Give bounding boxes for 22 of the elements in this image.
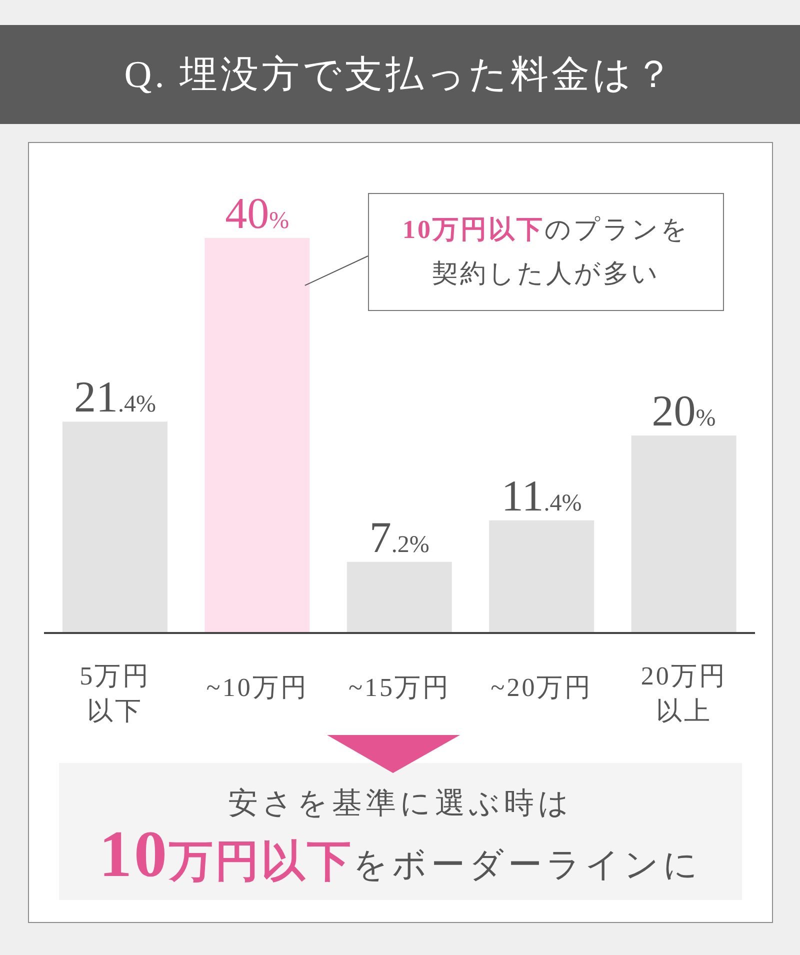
annotation: 10万円以下 — [402, 215, 544, 244]
text: をボーダーラインに — [353, 847, 702, 884]
x-tick-label: ~20万円 — [490, 673, 593, 702]
bar — [204, 238, 310, 633]
annotation: のプランを — [544, 215, 690, 244]
x-tick-label: ~15万円 — [348, 673, 451, 702]
data-label: 21.4% — [74, 372, 156, 422]
bar — [489, 520, 594, 633]
chart-title: Q. 埋没方で支払った料金は？ — [124, 53, 676, 98]
data-label: 11.4% — [501, 471, 582, 520]
data-label: 7.2% — [369, 512, 430, 562]
x-tick-label: 5万円以下 — [80, 662, 151, 726]
bar — [631, 436, 736, 633]
text: 10万円以下 — [99, 818, 353, 891]
data-label: 20% — [652, 386, 716, 436]
bar — [346, 562, 452, 633]
annotation: 契約した人が多い — [432, 259, 660, 288]
data-label: 40% — [225, 189, 290, 238]
x-tick-label: 20万円以上 — [640, 662, 727, 726]
text: 安さを基準に選ぶ時は — [228, 787, 573, 820]
x-tick-label: ~10万円 — [206, 673, 308, 702]
bar — [62, 422, 168, 633]
